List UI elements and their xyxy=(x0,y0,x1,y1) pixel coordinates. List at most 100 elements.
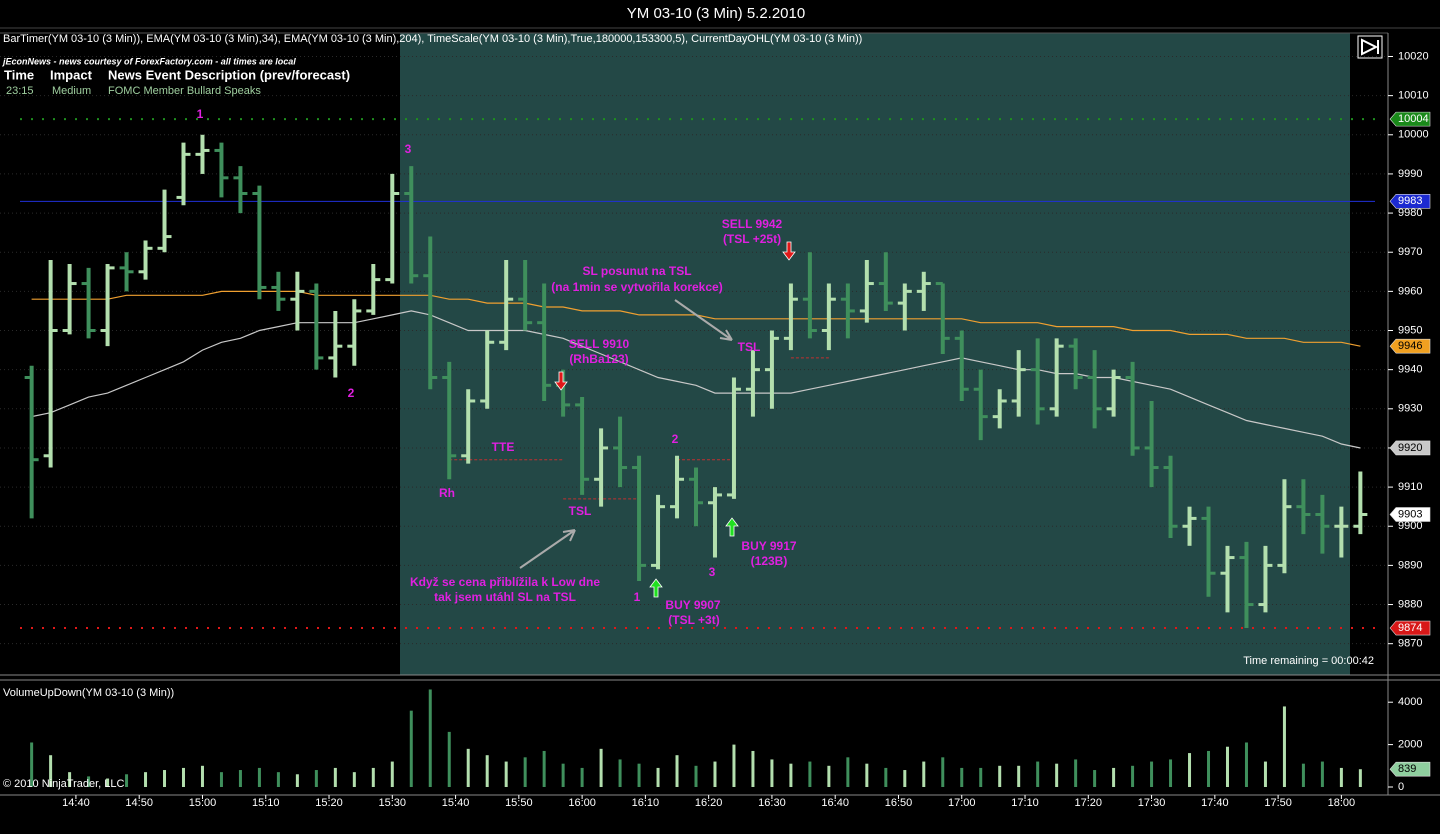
volume-bar xyxy=(1301,763,1305,787)
x-tick-label: 16:40 xyxy=(821,797,849,809)
y-tick-label: 10000 xyxy=(1398,129,1429,141)
volume-bar xyxy=(561,763,565,787)
x-tick-label: 15:10 xyxy=(252,797,280,809)
volume-bar xyxy=(504,761,508,787)
y-tick-label: 10020 xyxy=(1398,50,1429,62)
volume-bar xyxy=(295,774,299,787)
annotation: TSL xyxy=(738,340,761,354)
x-tick-label: 15:20 xyxy=(315,797,343,809)
annotation: SELL 9942 xyxy=(722,217,783,231)
volume-bar xyxy=(390,761,394,787)
volume-bar xyxy=(219,772,223,787)
buy-arrow xyxy=(725,517,739,537)
volume-bar xyxy=(580,767,584,787)
x-tick-label: 14:50 xyxy=(125,797,153,809)
volume-bar xyxy=(144,772,148,787)
price-marker xyxy=(1389,507,1431,522)
volume-bar xyxy=(200,765,204,787)
volume-bar xyxy=(1055,763,1059,787)
price-marker-label: 9874 xyxy=(1398,622,1422,634)
volume-bar xyxy=(770,759,774,787)
volume-bar xyxy=(827,765,831,787)
volume-bar xyxy=(1036,761,1040,787)
volume-bar xyxy=(409,710,413,787)
annotation: TSL xyxy=(569,504,592,518)
price-marker xyxy=(1389,440,1431,456)
annotation: Rh xyxy=(439,486,455,500)
volume-bar xyxy=(333,767,337,787)
volume-bar xyxy=(960,767,964,787)
x-tick-label: 15:40 xyxy=(442,797,470,809)
volume-bar xyxy=(238,770,242,787)
volume-bar xyxy=(922,761,926,787)
price-marker-label: 9903 xyxy=(1398,508,1422,520)
volume-bar xyxy=(485,755,489,787)
volume-bar xyxy=(125,774,129,787)
x-tick-label: 15:50 xyxy=(505,797,533,809)
volume-bar xyxy=(808,761,812,787)
y-tick-label: 2000 xyxy=(1398,739,1422,751)
ema-line xyxy=(31,310,1361,449)
volume-bar xyxy=(1244,742,1248,787)
price-marker xyxy=(1389,338,1431,354)
annotation: 1 xyxy=(634,590,641,604)
volume-bar xyxy=(694,765,698,787)
x-tick-label: 17:50 xyxy=(1264,797,1292,809)
y-tick-label: 9910 xyxy=(1398,481,1422,493)
news-cell: 23:15 xyxy=(6,85,34,97)
sell-arrow xyxy=(554,371,568,391)
bar-timer: Time remaining = 00:00:42 xyxy=(1243,655,1374,667)
annotation: (123B) xyxy=(751,554,788,568)
annotation: (na 1min se vytvořila korekce) xyxy=(551,280,722,294)
y-tick-label: 9940 xyxy=(1398,364,1422,376)
volume-bar xyxy=(30,742,34,787)
indicator-line: BarTimer(YM 03-10 (3 Min)), EMA(YM 03-10… xyxy=(3,33,862,45)
annotation: (TSL +25t) xyxy=(723,232,781,246)
news-cell: Medium xyxy=(52,85,91,97)
y-tick-label: 9880 xyxy=(1398,598,1422,610)
annotation: 1 xyxy=(197,107,204,121)
price-marker-label: 9983 xyxy=(1398,195,1422,207)
x-tick-label: 17:00 xyxy=(948,797,976,809)
volume-bar xyxy=(1207,750,1211,787)
x-tick-label: 15:30 xyxy=(379,797,407,809)
pause-icon[interactable] xyxy=(1357,35,1383,59)
volume-bar xyxy=(257,767,261,787)
volume-bar xyxy=(1017,765,1021,787)
volume-bar xyxy=(998,765,1002,787)
volume-bar xyxy=(618,759,622,787)
y-tick-label: 9870 xyxy=(1398,638,1422,650)
pointer-arrow xyxy=(519,529,576,569)
x-tick-label: 17:10 xyxy=(1011,797,1039,809)
x-tick-label: 16:00 xyxy=(568,797,596,809)
volume-bar xyxy=(49,755,53,787)
price-marker-label: 10004 xyxy=(1398,113,1429,125)
volume-bar xyxy=(352,772,356,787)
x-tick-label: 17:30 xyxy=(1138,797,1166,809)
volume-bar xyxy=(1093,770,1097,787)
volume-bar xyxy=(1282,706,1286,787)
y-tick-label: 9980 xyxy=(1398,207,1422,219)
price-marker xyxy=(1389,761,1431,777)
volume-bar xyxy=(1188,753,1192,787)
news-header: Time xyxy=(4,67,34,82)
y-tick-label: 9930 xyxy=(1398,403,1422,415)
volume-bar xyxy=(903,770,907,787)
price-marker xyxy=(1389,194,1431,209)
y-tick-label: 10010 xyxy=(1398,90,1429,102)
volume-bar xyxy=(1263,761,1267,787)
annotation: 3 xyxy=(709,565,716,579)
volume-bar xyxy=(732,744,736,787)
volume-bar xyxy=(1131,765,1135,787)
volume-bar xyxy=(447,731,451,787)
volume-bar xyxy=(87,776,91,787)
news-source: jEconNews - news courtesy of ForexFactor… xyxy=(2,56,296,66)
x-tick-label: 14:40 xyxy=(62,797,90,809)
x-tick-label: 17:20 xyxy=(1075,797,1103,809)
y-tick-label: 9890 xyxy=(1398,559,1422,571)
y-tick-label: 9900 xyxy=(1398,520,1422,532)
buy-arrow xyxy=(649,578,663,598)
play-button[interactable] xyxy=(1357,35,1383,59)
volume-bar xyxy=(941,757,945,787)
